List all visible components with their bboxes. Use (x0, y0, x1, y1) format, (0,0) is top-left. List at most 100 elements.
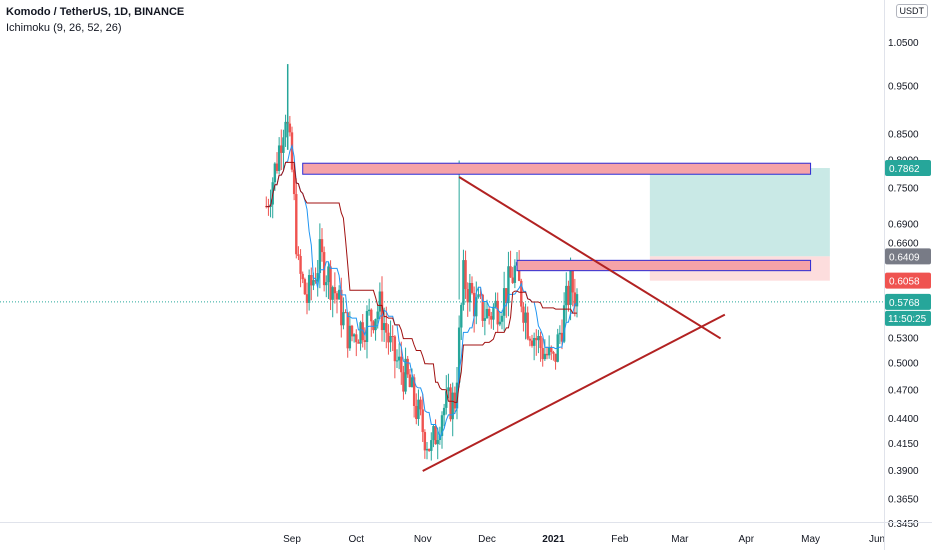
candle-body (562, 305, 566, 342)
candle-body (472, 292, 476, 317)
candle-body (350, 325, 354, 337)
candle-body (292, 169, 296, 195)
candle-body (325, 282, 328, 286)
candle-body (333, 287, 337, 294)
candle-body (455, 382, 459, 409)
candle-body (363, 340, 367, 342)
x-tick-label: Mar (671, 534, 689, 545)
candle-body (280, 145, 283, 153)
price-label: 0.7862 (889, 164, 920, 175)
x-tick-label: Jun (869, 534, 885, 545)
candle-body (466, 289, 469, 303)
candle-body (301, 273, 304, 280)
candle-body (522, 306, 525, 323)
resistance-zone (516, 259, 812, 272)
candle-body (327, 266, 330, 283)
candle-body (532, 337, 536, 346)
candle-body (295, 194, 298, 255)
candle-body (509, 266, 512, 278)
candle-body (496, 300, 499, 325)
currency-label[interactable]: USDT (895, 4, 928, 18)
candle-body (468, 282, 472, 303)
candle-body (547, 347, 551, 356)
x-tick-label: Sep (283, 534, 301, 545)
candle-body (406, 358, 409, 375)
candle-body (299, 255, 302, 274)
y-tick-label: 0.3450 (888, 519, 919, 530)
time-axis-divider (0, 522, 932, 523)
candle-body (569, 269, 572, 305)
candle-body (449, 387, 452, 420)
candle-body (329, 266, 332, 300)
candle-body (382, 323, 386, 331)
tenkan-sen-line (266, 143, 577, 440)
price-label-bg (885, 272, 931, 289)
candle-body (372, 321, 375, 331)
price-label-bg (885, 293, 931, 310)
candle-body (385, 323, 388, 333)
candle-body (391, 336, 394, 338)
indicator-legend[interactable]: Ichimoku (9, 26, 52, 26) (6, 22, 122, 34)
y-tick-label: 0.4700 (888, 385, 919, 396)
candle-body (357, 342, 360, 344)
candle-body (415, 405, 418, 419)
candle-body (490, 316, 493, 320)
candle-body (284, 121, 287, 138)
candle-body (436, 439, 439, 445)
price-label: 0.6058 (889, 277, 920, 288)
candle-body (273, 163, 277, 183)
candle-body (342, 312, 345, 326)
x-tick-label: Apr (739, 534, 755, 545)
candle-body (380, 291, 384, 331)
y-tick-label: 0.7500 (888, 183, 919, 194)
x-tick-label: Oct (349, 534, 365, 545)
candle-body (430, 440, 433, 451)
candle-body (520, 280, 523, 307)
candle-body (412, 377, 416, 406)
candle-body (462, 260, 465, 305)
candle-body (427, 448, 431, 451)
candle-body (524, 312, 527, 323)
y-tick-label: 0.4400 (888, 414, 919, 425)
candle-body (492, 306, 495, 320)
countdown-label: 11:50:25 (888, 314, 927, 325)
candle-body (290, 132, 294, 170)
candle-body (378, 291, 382, 312)
y-tick-label: 0.3900 (888, 466, 919, 477)
candle-body (395, 360, 399, 362)
y-tick-label: 0.4150 (888, 439, 919, 450)
y-tick-label: 1.0500 (888, 38, 919, 49)
candle-body (464, 260, 467, 290)
candle-body (348, 325, 352, 349)
candle-body (571, 269, 574, 293)
price-axis-divider (884, 0, 885, 550)
symbol-title[interactable]: Komodo / TetherUS, 1D, BINANCE (6, 6, 185, 18)
candle-body (460, 304, 463, 328)
candle-body (331, 287, 334, 300)
candle-body (573, 292, 577, 307)
candle-body (423, 432, 427, 451)
candle-body (318, 239, 322, 274)
candle-body (453, 392, 457, 409)
candle-body (421, 409, 424, 433)
candle-body (500, 315, 504, 322)
candle-body (511, 277, 514, 283)
candle-body (558, 332, 562, 335)
candle-body (370, 309, 373, 322)
candle-body (560, 332, 564, 342)
y-tick-label: 0.6600 (888, 239, 919, 250)
candle-body (494, 300, 497, 307)
candle-body (389, 336, 392, 343)
candle-body (376, 311, 379, 320)
x-tick-label: 2021 (542, 534, 565, 545)
candle-body (297, 254, 300, 256)
candle-body (402, 372, 405, 392)
candle-body (400, 356, 403, 373)
candle-body (355, 334, 358, 343)
candle-body (485, 308, 489, 319)
candle-body (567, 285, 570, 305)
candle-body (554, 353, 557, 362)
candle-body (470, 282, 474, 293)
candle-body (477, 294, 480, 298)
